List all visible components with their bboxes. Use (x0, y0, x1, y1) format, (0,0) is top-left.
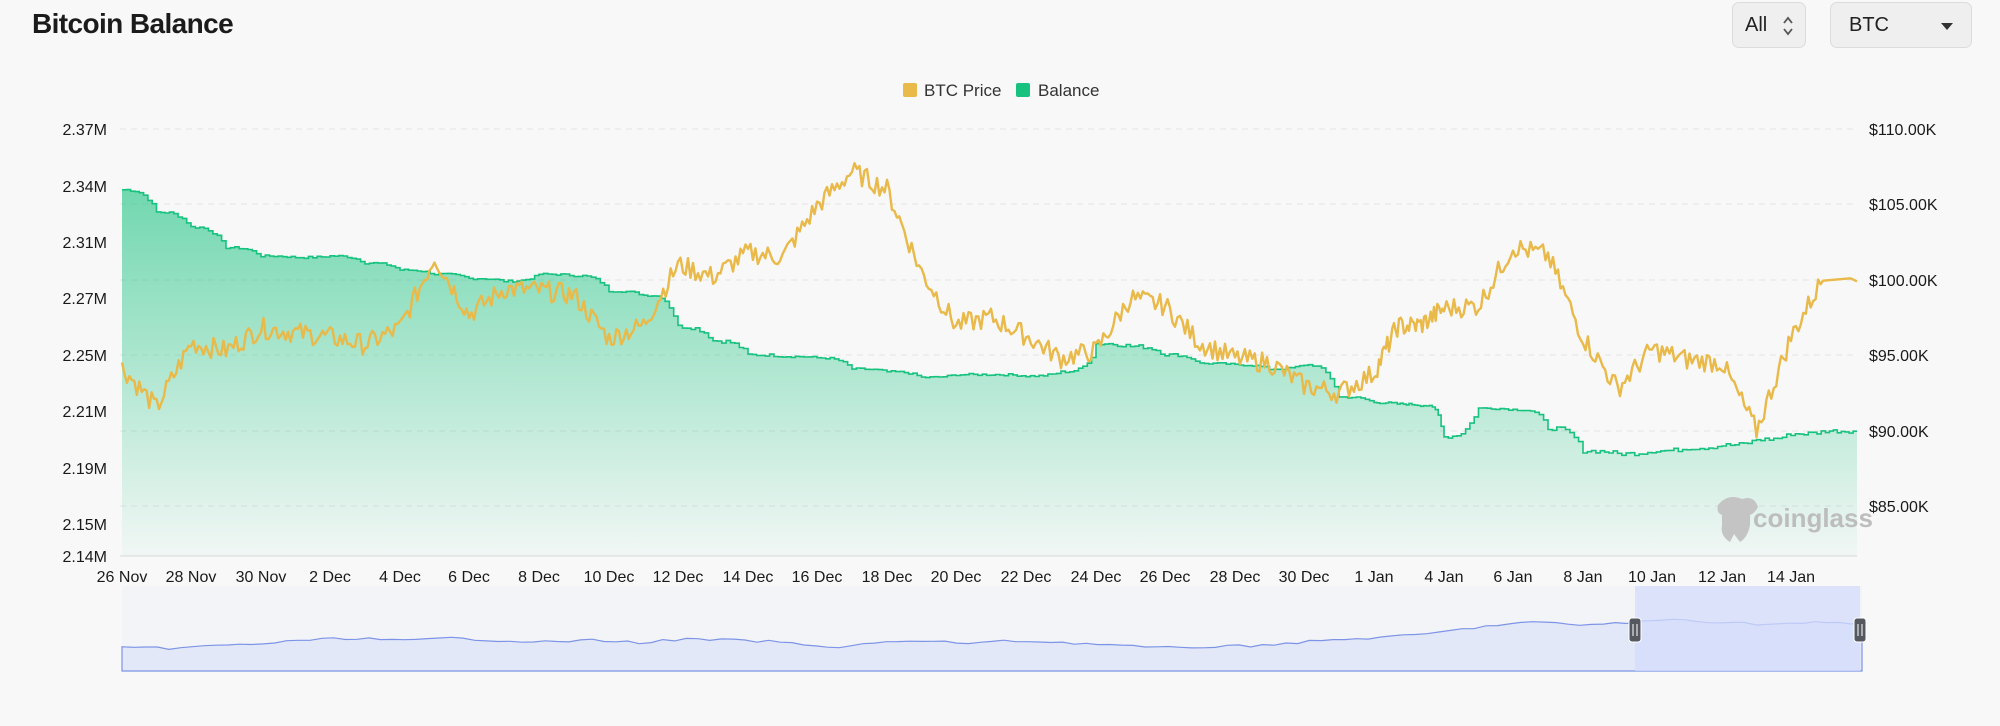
x-tick-label: 4 Dec (379, 569, 421, 586)
legend-swatch-btc-price (903, 83, 917, 97)
y-left-tick-label: 2.27M (63, 291, 107, 308)
x-tick-label: 22 Dec (1001, 569, 1052, 586)
navigator-handle-left[interactable] (1628, 617, 1642, 643)
x-tick-label: 10 Dec (584, 569, 635, 586)
handle-grip (1628, 617, 1642, 643)
y-left-tick-label: 2.19M (63, 461, 107, 478)
y-right-tick-label: $90.00K (1869, 424, 1929, 441)
x-tick-label: 6 Jan (1493, 569, 1532, 586)
legend-label-balance: Balance (1038, 81, 1099, 100)
y-right-tick-label: $105.00K (1869, 197, 1938, 214)
asset-select-value: BTC (1849, 13, 1889, 36)
x-tick-label: 26 Nov (97, 569, 148, 586)
handle-grip (1853, 617, 1867, 643)
y-left-tick-label: 2.14M (63, 549, 107, 566)
x-tick-label: 8 Jan (1563, 569, 1602, 586)
x-tick-label: 1 Jan (1354, 569, 1393, 586)
navigator-handle-right[interactable] (1853, 617, 1867, 643)
y-left-tick-label: 2.15M (63, 517, 107, 534)
x-tick-label: 24 Dec (1071, 569, 1122, 586)
asset-select[interactable]: BTC (1830, 2, 1972, 48)
range-select[interactable]: All (1732, 2, 1806, 48)
coinglass-watermark: coinglass (1717, 497, 1873, 542)
y-left-tick-label: 2.31M (63, 235, 107, 252)
range-select-value: All (1745, 13, 1768, 36)
navigator[interactable] (121, 586, 1867, 672)
x-tick-label: 6 Dec (448, 569, 490, 586)
watermark-text: coinglass (1753, 503, 1873, 533)
page-title: Bitcoin Balance (32, 8, 234, 39)
x-tick-label: 12 Dec (653, 569, 704, 586)
balance-series (122, 188, 1857, 556)
y-left-tick-label: 2.37M (63, 122, 107, 139)
balance-line (122, 188, 1857, 457)
legend-swatch-balance (1016, 83, 1030, 97)
x-tick-label: 12 Jan (1698, 569, 1746, 586)
coinglass-logo-icon (1717, 497, 1758, 542)
navigator-selection[interactable] (1635, 586, 1860, 671)
x-tick-label: 10 Jan (1628, 569, 1676, 586)
btc-price-series (120, 162, 1858, 439)
x-tick-label: 14 Jan (1767, 569, 1815, 586)
legend-item-balance[interactable]: Balance (1016, 81, 1099, 100)
x-tick-label: 30 Nov (236, 569, 287, 586)
navigator-series (121, 618, 1863, 672)
y-axis-right: $110.00K $105.00K $100.00K $95.00K $90.00K $8… (1869, 122, 1938, 516)
x-tick-label: 14 Dec (723, 569, 774, 586)
x-tick-label: 30 Dec (1279, 569, 1330, 586)
btc-price-line (120, 162, 1858, 439)
y-axis-left: 2.37M 2.34M 2.31M 2.27M 2.25M 2.21M 2.19M 2.15M… (63, 122, 107, 566)
x-axis: 26 Nov 28 Nov 30 Nov 2 Dec 4 Dec 6 Dec 8 Dec 10… (97, 569, 1815, 586)
legend-label-btc-price: BTC Price (924, 81, 1001, 100)
x-tick-label: 4 Jan (1424, 569, 1463, 586)
y-right-tick-label: $110.00K (1869, 122, 1937, 139)
y-right-tick-label: $95.00K (1869, 348, 1929, 365)
header: Bitcoin Balance All BTC (0, 0, 2000, 60)
y-left-tick-label: 2.21M (63, 404, 107, 421)
bitcoin-balance-chart: BTC Price Balance 2.37M2.34M2.31M2.27M2.… (63, 81, 1938, 672)
x-tick-label: 20 Dec (931, 569, 982, 586)
y-left-tick-label: 2.25M (63, 348, 107, 365)
legend-item-btc-price[interactable]: BTC Price (903, 81, 1001, 100)
x-tick-label: 28 Dec (1210, 569, 1261, 586)
chevron-down-icon (1941, 23, 1953, 30)
x-tick-label: 26 Dec (1140, 569, 1191, 586)
balance-area (122, 189, 1857, 556)
y-left-tick-label: 2.34M (63, 179, 107, 196)
chevron-updown-icon (1783, 16, 1793, 36)
chart-legend: BTC Price Balance (903, 81, 1099, 100)
x-tick-label: 8 Dec (518, 569, 560, 586)
y-right-tick-label: $100.00K (1869, 273, 1938, 290)
y-right-tick-label: $85.00K (1869, 499, 1929, 516)
x-tick-label: 16 Dec (792, 569, 843, 586)
x-tick-label: 2 Dec (309, 569, 351, 586)
x-tick-label: 18 Dec (862, 569, 913, 586)
x-tick-label: 28 Nov (166, 569, 217, 586)
